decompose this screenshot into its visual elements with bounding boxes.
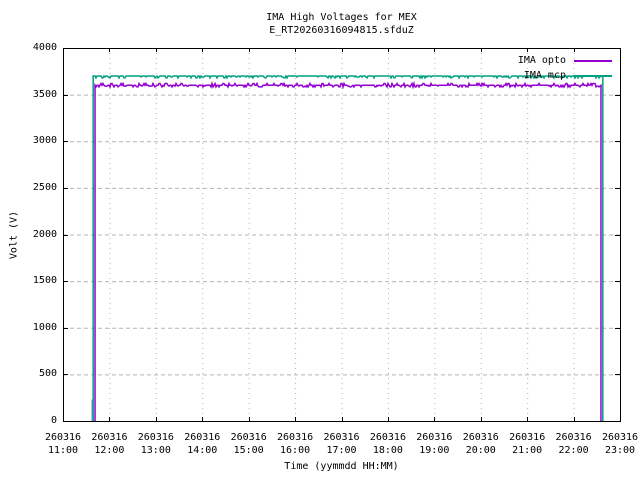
x-tick-time: 21:00: [512, 445, 543, 456]
x-tick-label: 260316 22:00: [556, 431, 592, 457]
legend-line-sample: [574, 74, 612, 77]
series-line-ima-opto: [94, 80, 602, 421]
y-tick-label: 3500: [32, 88, 57, 100]
x-tick-date: 260316: [323, 432, 360, 443]
x-tick-date: 260316: [601, 432, 639, 443]
x-tick-label: 260316 12:00: [91, 431, 127, 457]
legend-label: IMA mcp: [523, 70, 566, 81]
series-line-ima-mcp: [92, 74, 604, 421]
legend-item-ima-mcp: IMA mcp: [518, 68, 612, 83]
y-axis-label: Volt (V): [8, 210, 20, 260]
x-tick-time: 23:00: [604, 445, 636, 456]
chart-title: IMA High Voltages for MEX: [266, 12, 417, 23]
x-axis-label: Time (yymmdd HH:MM): [284, 461, 399, 472]
x-tick-time: 19:00: [419, 445, 450, 456]
x-tick-date: 260316: [44, 432, 82, 443]
legend: IMA opto IMA mcp: [518, 53, 612, 83]
x-tick-time: 13:00: [140, 445, 171, 456]
y-tick-label: 4000: [32, 42, 57, 53]
x-tick-label: 260316 18:00: [370, 431, 406, 457]
y-tick-label: 0: [50, 415, 57, 426]
y-tick-label: 500: [38, 368, 57, 380]
legend-label: IMA opto: [517, 55, 566, 66]
x-tick-label: 260316 23:00: [602, 431, 638, 457]
x-tick-label: 260316 13:00: [138, 431, 174, 457]
x-tick-date: 260316: [230, 432, 267, 443]
x-tick-label: 260316 16:00: [277, 431, 313, 457]
x-tick-time: 12:00: [94, 445, 125, 456]
x-tick-time: 20:00: [465, 445, 496, 456]
y-tick-label: 1500: [32, 275, 57, 287]
chart-title-block: IMA High Voltages for MEX E_RT2026031609…: [63, 11, 620, 37]
x-tick-date: 260316: [416, 432, 453, 443]
x-tick-date: 260316: [509, 432, 546, 443]
y-tick-label: 3000: [32, 135, 57, 147]
x-tick-date: 260316: [462, 432, 499, 443]
legend-item-ima-opto: IMA opto: [518, 53, 612, 68]
x-tick-date: 260316: [555, 432, 592, 443]
x-tick-label: 260316 14:00: [184, 431, 220, 457]
x-tick-date: 260316: [137, 432, 174, 443]
y-tick-label: 2500: [32, 181, 57, 193]
x-tick-date: 260316: [277, 432, 314, 443]
legend-line-sample: [574, 59, 612, 62]
chart-subtitle: E_RT20260316094815.sfduZ: [269, 25, 414, 36]
x-tick-label: 260316 20:00: [463, 431, 499, 457]
x-tick-date: 260316: [184, 432, 221, 443]
x-tick-time: 11:00: [47, 445, 79, 456]
x-tick-time: 15:00: [233, 445, 264, 456]
x-tick-label: 260316 17:00: [323, 431, 359, 457]
y-tick-label: 2000: [32, 228, 57, 240]
x-tick-time: 18:00: [372, 445, 403, 456]
x-tick-label: 260316 21:00: [509, 431, 545, 457]
x-tick-date: 260316: [369, 432, 406, 443]
x-tick-time: 17:00: [326, 445, 357, 456]
x-tick-label: 260316 19:00: [416, 431, 452, 457]
x-tick-date: 260316: [91, 432, 128, 443]
x-tick-time: 16:00: [280, 445, 311, 456]
x-tick-label: 260316 15:00: [231, 431, 267, 457]
x-tick-time: 22:00: [558, 445, 589, 456]
y-tick-label: 1000: [32, 321, 57, 333]
x-tick-label: 260316 11:00: [45, 431, 81, 457]
x-tick-time: 14:00: [187, 445, 218, 456]
